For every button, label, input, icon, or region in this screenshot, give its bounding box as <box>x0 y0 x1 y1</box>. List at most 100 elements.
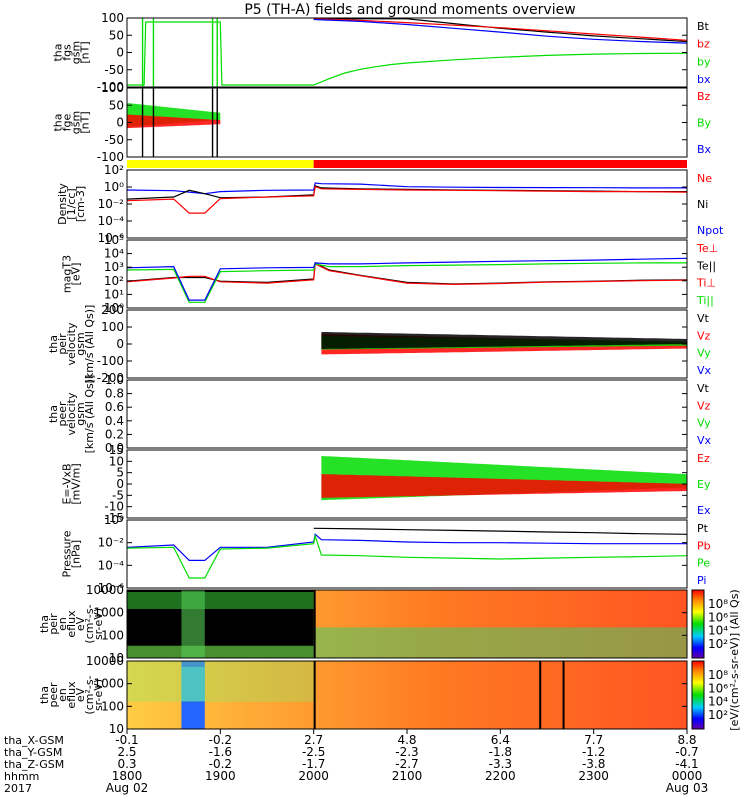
x-row-label: tha_Z-GSM <box>4 758 64 771</box>
series-line-pi <box>126 533 687 562</box>
y-axis-label-line: eflux <box>65 681 78 709</box>
panel-frame <box>126 379 688 449</box>
legend-entry: Vx <box>697 434 712 447</box>
velocity-band <box>321 332 687 349</box>
x-tick-label: 0000 <box>672 769 703 783</box>
spectrogram-band <box>127 661 314 702</box>
y-tick-label: 100 <box>101 628 124 642</box>
y-tick-label: 100 <box>101 699 124 713</box>
series-line-te <box>126 262 688 286</box>
y-tick-label: -50 <box>104 63 124 77</box>
y-axis-label-line: [mV/m] <box>70 463 83 504</box>
y-tick-label: 1000 <box>93 606 124 620</box>
colorbar-tick-label: 10⁴ <box>708 695 728 709</box>
spectrogram-panel <box>127 661 687 729</box>
y-axis-label: E=-VxB[mV/m] <box>61 463 83 504</box>
x-tick-label: -0.1 <box>115 733 138 747</box>
x-tick-label: -1.7 <box>302 757 325 771</box>
y-tick-label: 5 <box>116 466 124 480</box>
x-tick-label: 8.8 <box>677 733 696 747</box>
colorbar-label: [eV/(cm²-s-sr-eV)] (All Qs) <box>728 589 741 730</box>
x-row-label: hhmm <box>4 770 39 783</box>
field-band <box>127 114 221 129</box>
y-tick-label: 100 <box>101 11 124 25</box>
y-tick-label: 15 <box>109 443 124 457</box>
y-axis-label-line: gsm <box>70 111 83 134</box>
y-tick-label: -100 <box>97 80 124 94</box>
series-line-bz <box>313 18 688 41</box>
legend-entry: Ez <box>697 452 710 465</box>
data-gap-line <box>313 661 316 729</box>
y-tick-label: -10 <box>104 500 124 514</box>
y-axis-label-line: tha <box>38 686 51 704</box>
y-axis-label-line: sr-eV) <box>92 679 105 711</box>
y-axis-label-line: eV <box>74 687 87 702</box>
series-line-pe <box>126 533 688 579</box>
y-axis-label-line: [cm-3] <box>74 186 87 222</box>
legend-entry: Vy <box>697 347 711 360</box>
y-tick-label: 1000 <box>93 677 124 691</box>
panel-frame <box>126 169 688 239</box>
y-axis-label-line: [1/cc] <box>65 188 78 219</box>
legend-entry: Ti|| <box>696 294 714 307</box>
y-axis-label-line: [nT] <box>79 41 92 63</box>
legend-entry: Vy <box>697 417 711 430</box>
series-line-ti <box>126 262 687 303</box>
y-tick-label: 10¹ <box>104 287 124 301</box>
x-row-label: 2017 <box>4 782 32 795</box>
colorbar-tick-label: 10⁸ <box>708 668 728 682</box>
legend-entry: bx <box>697 73 711 86</box>
y-axis-label-line: tha <box>47 335 60 353</box>
legend-entry: Vt <box>697 312 710 325</box>
y-tick-label: -100 <box>97 354 124 368</box>
y-axis-label-line: magT3 <box>61 255 74 293</box>
x-tick-label: 2.7 <box>304 733 323 747</box>
spectrogram-band <box>127 592 314 609</box>
colorbar-label-text: [eV/(cm²-s-sr-eV)] (All Qs) <box>728 589 741 730</box>
x-tick-label: -2.7 <box>395 757 418 771</box>
y-tick-label: 10³ <box>104 260 124 274</box>
colorbar-tick-label: 10⁶ <box>708 610 728 624</box>
y-axis-label-line: gsm <box>74 402 87 425</box>
panel-frame <box>126 519 688 589</box>
colorbar-tick-label: 10⁴ <box>708 624 728 638</box>
x-row-label: tha_X-GSM <box>4 734 64 747</box>
x-tick-label: 1900 <box>205 769 236 783</box>
y-axis-label-line: tha <box>52 113 65 131</box>
colorbar-tick-label: 10⁶ <box>708 681 728 695</box>
legend-entry: Vz <box>697 399 711 412</box>
series-line-ti <box>126 257 688 301</box>
y-tick-label: 1.0 <box>105 373 124 387</box>
y-axis-label-line: [nPa] <box>70 540 83 568</box>
series-line-by <box>127 21 688 86</box>
legend-entry: bz <box>697 38 710 51</box>
legend-entry: Bt <box>697 20 710 33</box>
x-tick-label: 4.8 <box>397 733 416 747</box>
y-tick-label: 50 <box>109 98 124 112</box>
x-tick-label: -2.3 <box>395 745 418 759</box>
y-tick-label: 0 <box>116 477 124 491</box>
y-tick-label: -5 <box>112 488 124 502</box>
x-tick-label: 2300 <box>578 769 609 783</box>
series-line-pt <box>313 527 688 535</box>
y-axis-label-line: peir <box>47 613 60 635</box>
y-axis-label-line: eflux <box>65 610 78 638</box>
y-tick-label: 10⁰ <box>104 180 124 194</box>
panel-frame <box>126 239 688 309</box>
y-tick-label: 200 <box>101 303 124 317</box>
legend-entry: Ne <box>697 172 712 185</box>
legend-entry: Vz <box>697 329 711 342</box>
spectrogram-band <box>181 590 205 658</box>
x-tick-label: 0.3 <box>117 757 136 771</box>
x-tick-label: 2.5 <box>117 745 136 759</box>
x-tick-label: -1.2 <box>582 745 605 759</box>
legend-entry: Pi <box>697 574 706 587</box>
y-axis-label-line: peer <box>56 401 69 427</box>
y-tick-label: 100 <box>101 320 124 334</box>
y-tick-label: 0.8 <box>105 387 124 401</box>
y-tick-label: 0.4 <box>105 414 124 428</box>
x-tick-label: -0.2 <box>209 757 232 771</box>
data-gap-line <box>562 661 565 729</box>
